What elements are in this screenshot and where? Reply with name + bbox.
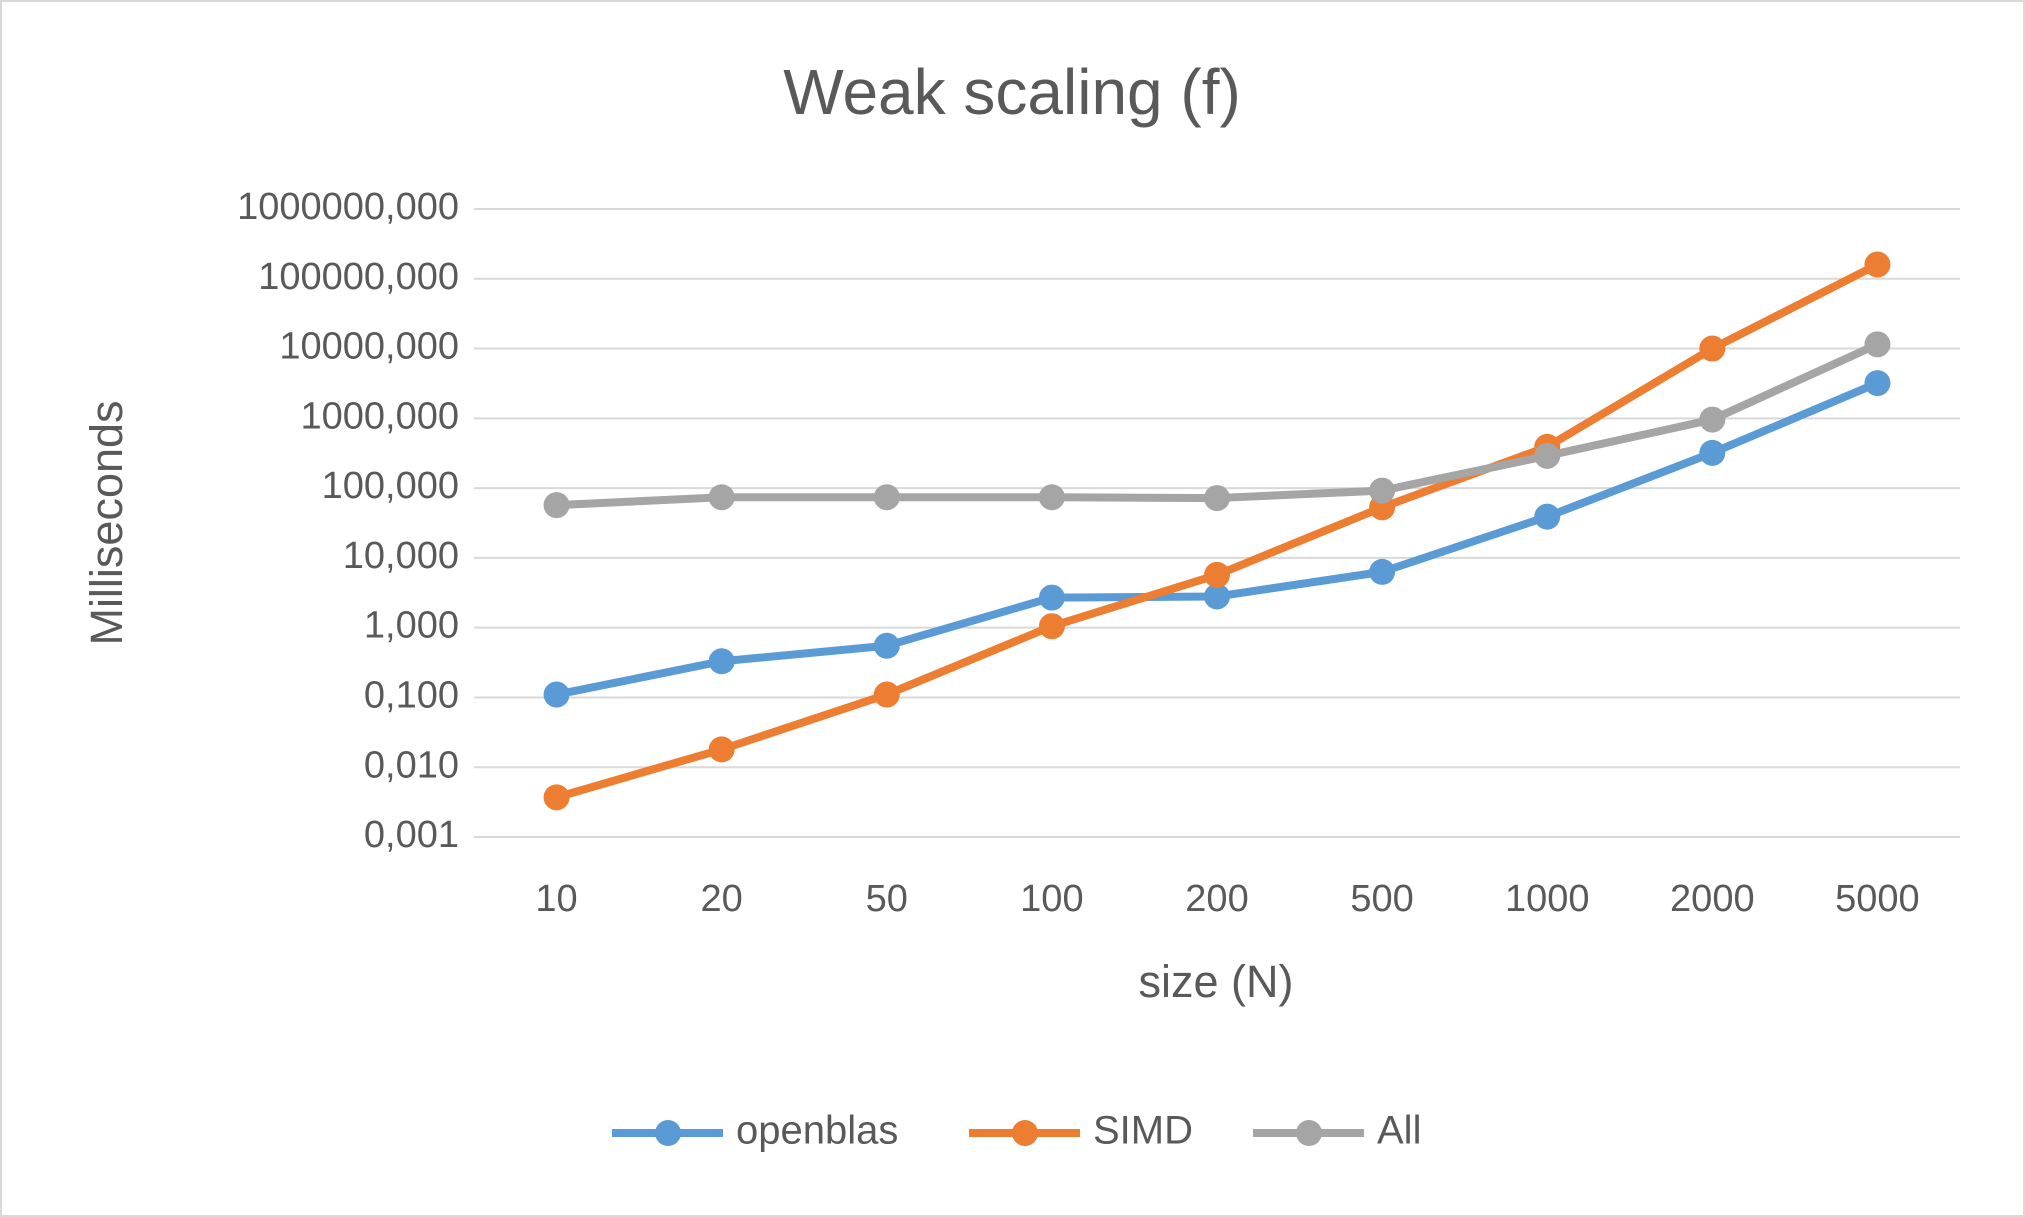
point xyxy=(543,492,570,519)
chart-title: Weak scaling (f) xyxy=(783,56,1241,128)
point xyxy=(1699,406,1726,433)
y-tick-label: 10,000 xyxy=(343,535,459,577)
point xyxy=(543,681,570,708)
y-tick-label: 0,010 xyxy=(364,744,459,786)
point xyxy=(708,648,735,675)
x-tick-label: 50 xyxy=(866,878,908,920)
legend-label: openblas xyxy=(736,1109,898,1153)
point xyxy=(1038,613,1065,640)
point xyxy=(1038,484,1065,511)
y-tick-label: 1000000,000 xyxy=(237,186,459,228)
x-tick-label: 500 xyxy=(1350,878,1413,920)
x-tick-label: 200 xyxy=(1185,878,1248,920)
y-tick-label: 100000,000 xyxy=(258,256,459,298)
x-tick-label: 100 xyxy=(1020,878,1083,920)
y-axis-title: Milliseconds xyxy=(81,400,132,645)
y-tick-label: 1000,000 xyxy=(301,395,460,437)
x-tick-label: 10 xyxy=(535,878,577,920)
legend-marker xyxy=(655,1120,681,1146)
legend-label: All xyxy=(1377,1109,1421,1153)
point xyxy=(1699,335,1726,362)
point xyxy=(873,681,900,708)
x-tick-label: 1000 xyxy=(1505,878,1590,920)
y-tick-label: 0,100 xyxy=(364,674,459,716)
point xyxy=(1864,370,1891,397)
point xyxy=(873,484,900,511)
point xyxy=(1699,439,1726,466)
point xyxy=(1204,583,1230,610)
y-tick-label: 1,000 xyxy=(364,605,459,647)
point xyxy=(1204,485,1230,512)
y-tick-label: 0,001 xyxy=(364,814,459,856)
point xyxy=(1534,442,1561,469)
x-tick-label: 20 xyxy=(701,878,743,920)
point xyxy=(1038,584,1065,611)
x-axis-title: size (N) xyxy=(1139,956,1294,1007)
point xyxy=(1864,331,1891,358)
point xyxy=(708,736,735,763)
point xyxy=(873,632,900,659)
point xyxy=(1369,558,1396,585)
y-tick-label: 100,000 xyxy=(322,465,459,507)
y-tick-label: 10000,000 xyxy=(279,326,459,368)
point xyxy=(708,484,735,511)
point xyxy=(1864,251,1891,278)
point xyxy=(1534,503,1561,530)
legend-marker xyxy=(1296,1120,1322,1146)
x-tick-label: 2000 xyxy=(1670,878,1755,920)
x-tick-label: 5000 xyxy=(1835,878,1920,920)
point xyxy=(543,784,570,811)
legend-marker xyxy=(1012,1120,1038,1146)
point xyxy=(1369,477,1396,504)
legend-label: SIMD xyxy=(1093,1109,1193,1153)
point xyxy=(1204,561,1230,588)
